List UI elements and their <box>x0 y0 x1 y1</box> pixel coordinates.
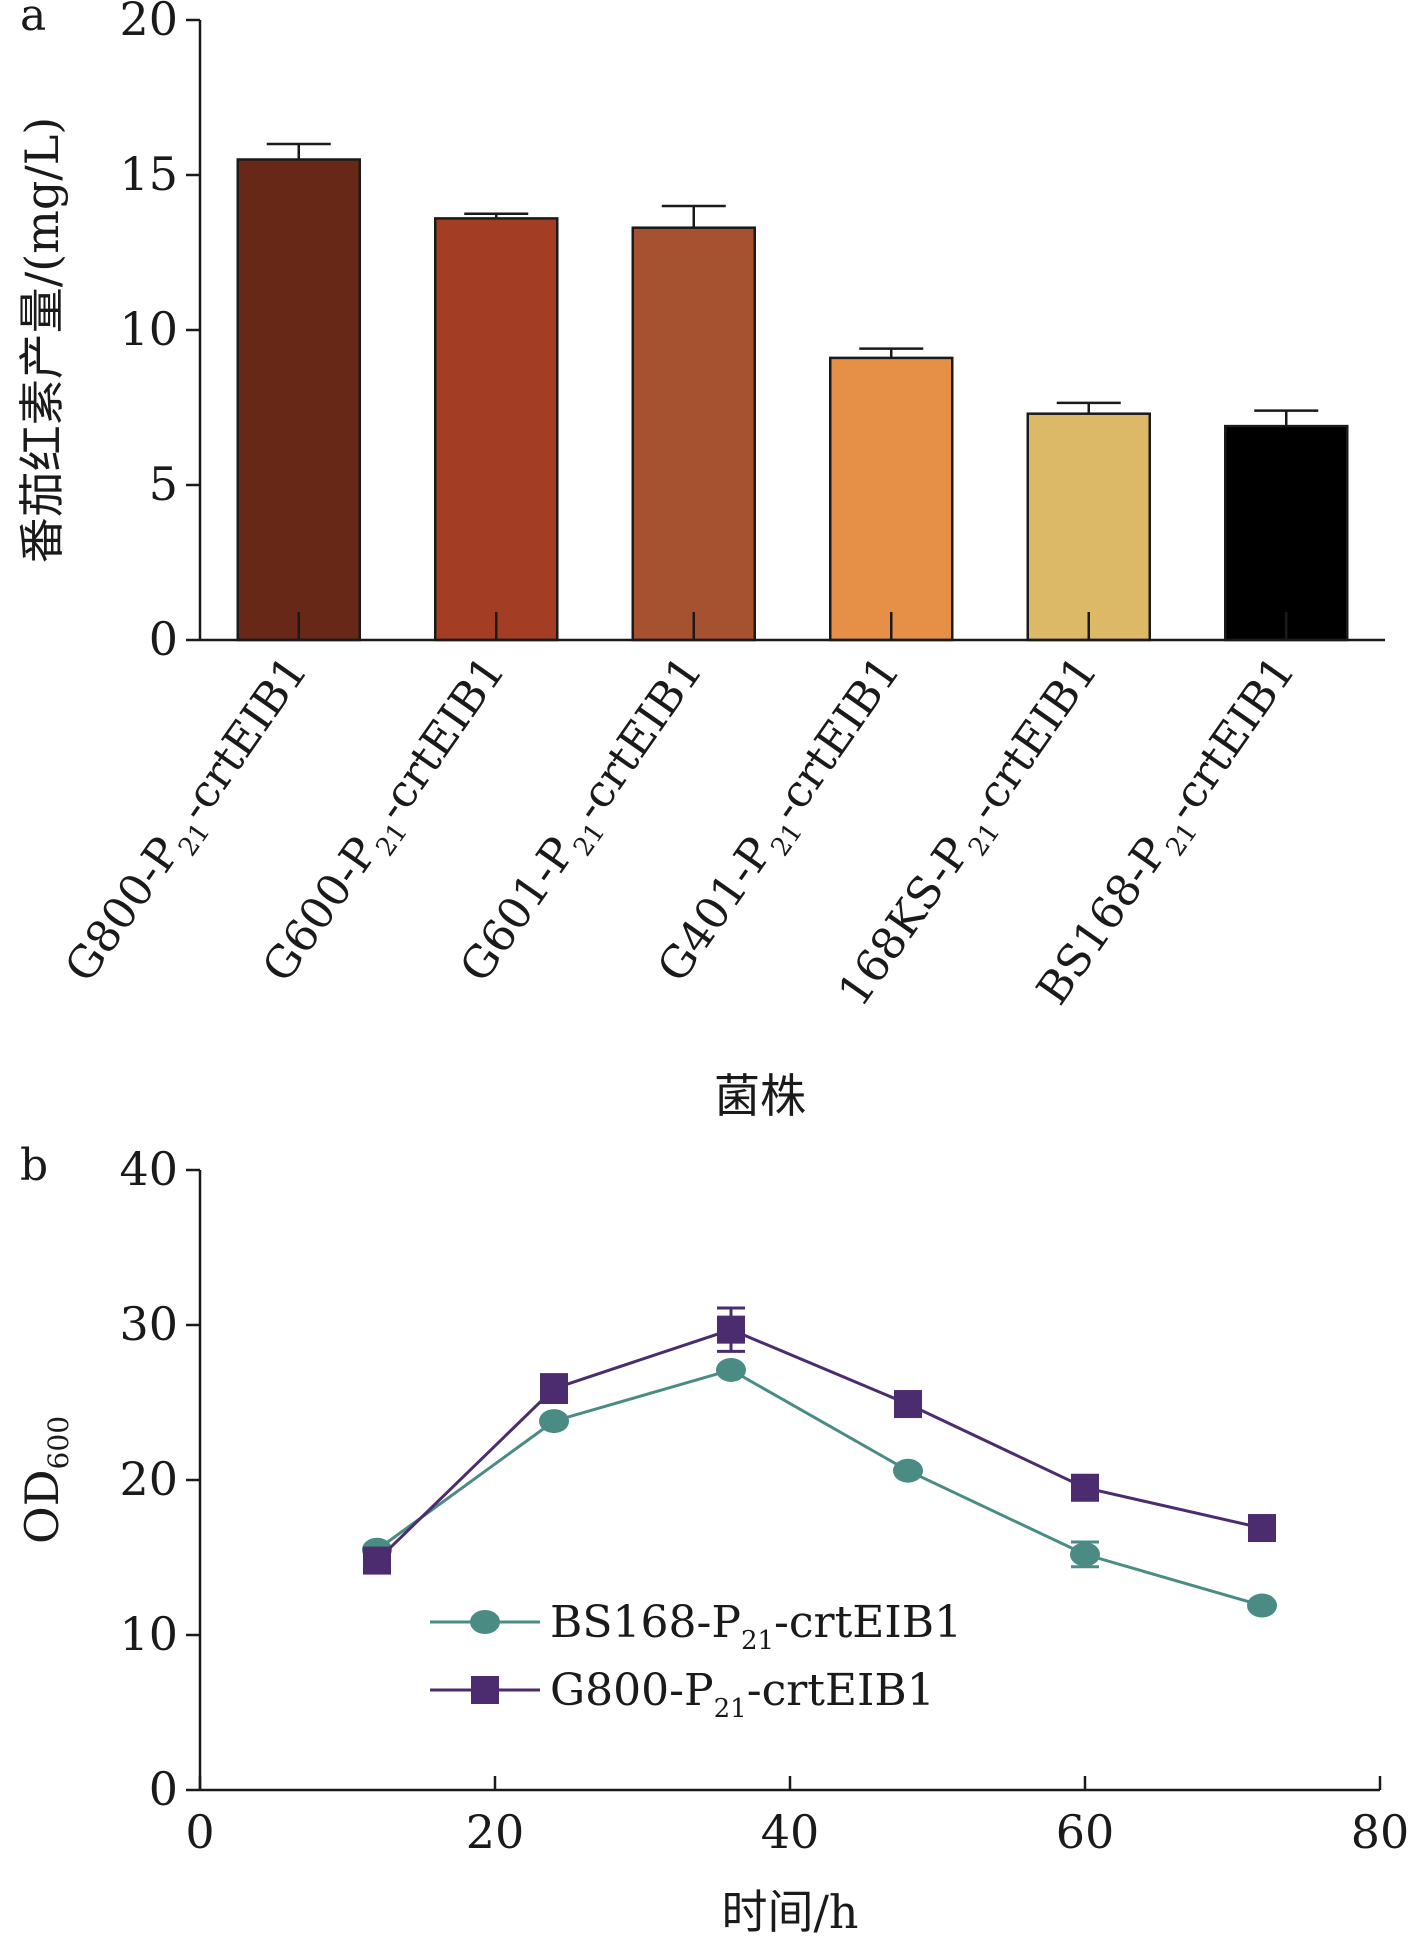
panel-b-axes: 0 10 20 30 40 0 20 40 60 80 <box>119 1142 1409 1859</box>
panel-b-legend-tail: -crtEIB1 <box>774 1597 962 1648</box>
panel-b-legend-item: G800-P21-crtEIB1 <box>430 1665 935 1724</box>
panel-b-point-circle <box>539 1409 569 1434</box>
panel-a-y-tick-label: 20 <box>119 0 178 46</box>
panel-a-bar <box>1224 424 1349 642</box>
panel-b-legend-label: BS168-P21-crtEIB1 <box>550 1597 962 1656</box>
panel-a-x-axis-label: 菌株 <box>714 1069 806 1123</box>
panel-a-label: a <box>20 0 46 41</box>
panel-b-legend-item: BS168-P21-crtEIB1 <box>430 1597 962 1656</box>
panel-b-series-line <box>376 1368 1263 1607</box>
panel-b-legend-label: G800-P21-crtEIB1 <box>550 1665 935 1724</box>
panel-b-point-circle <box>1070 1542 1100 1567</box>
panel-b-label: b <box>20 1140 48 1191</box>
panel-a-category-main: BS168-P <box>1027 828 1178 1014</box>
panel-a: a 番茄红素产量/(mg/L) 菌株 0 5 10 15 20 G800-P21-crt… <box>15 0 1385 1123</box>
panel-a-bar <box>236 158 361 642</box>
panel-b-point-circle <box>1247 1593 1277 1618</box>
panel-a-y-tick-label: 10 <box>119 302 178 356</box>
panel-a-category-main: G601-P <box>450 828 586 991</box>
panel-a-category-main: 168KS-P <box>828 828 981 1015</box>
panel-b-legend-marker-square <box>471 1676 499 1704</box>
panel-b-legend-main: BS168-P <box>550 1597 741 1648</box>
panel-b-legend-marker-circle <box>470 1610 500 1634</box>
panel-a-bar <box>434 217 559 642</box>
panel-b-x-tick-label: 60 <box>1056 1805 1115 1859</box>
panel-a-y-tick-label: 5 <box>149 457 178 511</box>
panel-a-category-tail: -crtEIB1 <box>958 647 1108 830</box>
panel-a-category-main: G800-P <box>55 828 191 991</box>
panel-b-y-tick-label: 10 <box>119 1607 178 1661</box>
panel-b-point-square <box>540 1374 568 1403</box>
panel-b-legend-tail: -crtEIB1 <box>747 1665 935 1716</box>
panel-a-category-main: G600-P <box>253 828 389 991</box>
panel-a-category-tail: -crtEIB1 <box>1156 647 1306 830</box>
panel-b-point-square <box>363 1546 391 1575</box>
panel-b-x-tick-label: 80 <box>1351 1805 1410 1859</box>
panel-a-bar <box>1026 412 1151 642</box>
panel-b-point-circle <box>893 1458 923 1483</box>
panel-b-y-tick-label: 0 <box>149 1762 178 1816</box>
panel-b-x-tick-label: 40 <box>761 1805 820 1859</box>
panel-b-x-tick-label: 0 <box>185 1805 214 1859</box>
panel-b-x-tick-label: 20 <box>466 1805 525 1859</box>
panel-a-category-labels: G800-P21-crtEIB1G600-P21-crtEIB1G601-P21… <box>55 647 1306 1016</box>
panel-b-series-line <box>375 1328 1263 1562</box>
panel-b-y-tick-label: 20 <box>119 1452 178 1506</box>
panel-a-y-tick-label: 0 <box>149 612 178 666</box>
panel-b-point-circle <box>716 1357 746 1382</box>
panel-b-y-tick-label: 30 <box>119 1297 178 1351</box>
panel-a-category-tail: -crtEIB1 <box>366 647 516 830</box>
panel-a-bars <box>236 142 1349 642</box>
panel-a-y-tick-label: 15 <box>119 147 178 201</box>
panel-b-legend-main: G800-P <box>550 1665 714 1716</box>
panel-b-y-axis-label: OD600 <box>15 1416 75 1544</box>
panel-b-y-axis-label-main: OD <box>15 1469 69 1544</box>
panel-b-legend-sub: 21 <box>714 1694 747 1724</box>
panel-b-series <box>362 1306 1277 1618</box>
panel-a-category-main: G401-P <box>648 828 784 991</box>
panel-b-series-square <box>363 1306 1276 1575</box>
panel-b-legend-sub: 21 <box>741 1626 774 1656</box>
panel-a-category-tail: -crtEIB1 <box>168 647 318 830</box>
panel-b-point-square <box>1248 1514 1276 1543</box>
panel-a-category-tail: -crtEIB1 <box>761 647 911 830</box>
panel-a-category-tail: -crtEIB1 <box>563 647 713 830</box>
panel-b-series-circle <box>362 1357 1277 1618</box>
panel-a-axes: 0 5 10 15 20 <box>119 0 1385 666</box>
panel-a-y-axis-label: 番茄红素产量/(mg/L) <box>15 117 69 564</box>
panel-b-x-axis-label: 时间/h <box>721 1885 858 1939</box>
panel-a-bar <box>829 356 954 642</box>
panel-b-y-axis-label-sub: 600 <box>42 1416 75 1469</box>
panel-b-point-square <box>717 1315 745 1344</box>
panel-b-point-square <box>894 1390 922 1419</box>
panel-b-point-square <box>1071 1473 1099 1502</box>
panel-a-bar <box>631 226 756 642</box>
panel-b-y-tick-label: 40 <box>119 1142 178 1196</box>
